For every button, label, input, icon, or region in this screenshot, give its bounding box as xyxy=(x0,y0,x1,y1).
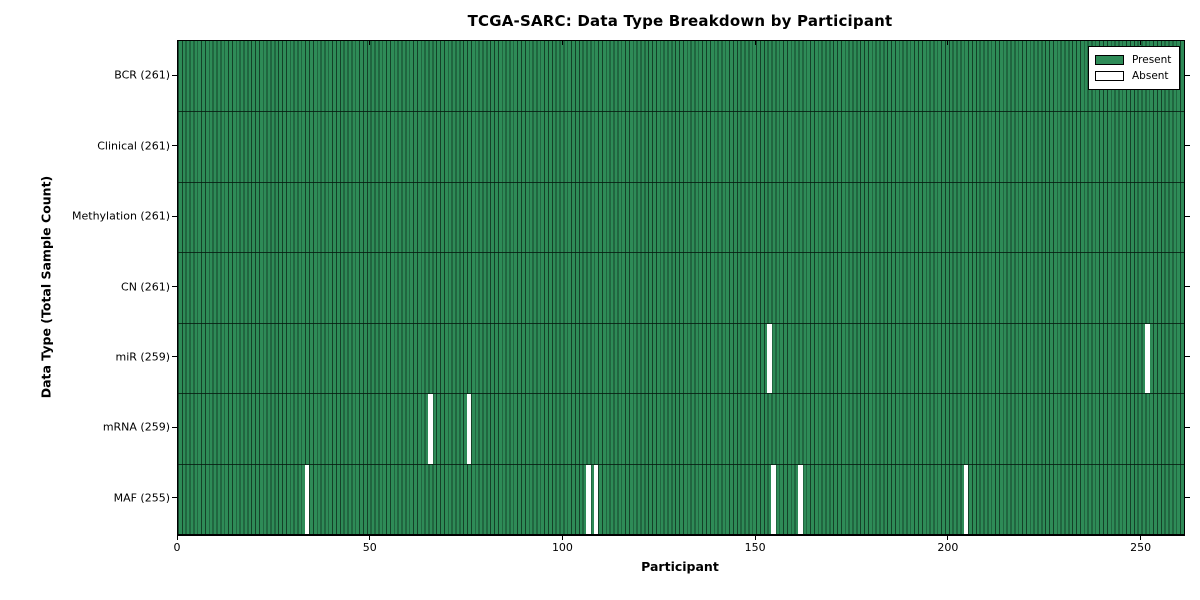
left-tick-mark xyxy=(172,356,177,358)
left-tick-mark xyxy=(172,215,177,217)
right-tick-mark xyxy=(1185,286,1190,287)
absent-gap-maf-106 xyxy=(586,464,591,534)
y-axis-label: Data Type (Total Sample Count) xyxy=(38,175,54,399)
x-tick-label-0: 0 xyxy=(173,541,181,554)
right-tick-mark xyxy=(1185,215,1190,217)
x-tick-mark-bottom xyxy=(176,535,178,540)
x-tick-mark-bottom xyxy=(754,535,756,540)
right-tick-mark xyxy=(1185,74,1190,76)
present-swatch xyxy=(1095,55,1124,65)
x-tick-label-250: 250 xyxy=(1130,541,1152,554)
y-tick-label-bcr: BCR (261) xyxy=(114,68,170,82)
absent-gap-maf-161 xyxy=(798,464,803,534)
x-tick-mark-top xyxy=(754,40,756,45)
x-tick-mark-bottom xyxy=(1140,535,1142,540)
left-tick-mark xyxy=(172,145,177,147)
y-tick-label-mir: miR (259) xyxy=(115,350,171,364)
right-tick-mark xyxy=(1185,497,1190,499)
right-tick-mark xyxy=(1185,145,1190,147)
absent-swatch xyxy=(1095,71,1124,81)
plot-area: Present Absent xyxy=(177,40,1185,536)
legend-entry-absent: Absent xyxy=(1095,68,1173,84)
left-tick-mark xyxy=(172,286,177,287)
x-tick-label-50: 50 xyxy=(362,541,377,554)
x-tick-mark-bottom xyxy=(561,535,563,540)
y-tick-label-cn: CN (261) xyxy=(121,280,170,293)
y-tick-label-methylation: Methylation (261) xyxy=(72,209,170,223)
heatmap-row-methylation xyxy=(178,181,1184,253)
x-tick-mark-bottom xyxy=(947,535,949,540)
x-tick-mark-top xyxy=(1140,40,1142,45)
absent-gap-mrna-65 xyxy=(428,394,433,464)
heatmap-row-cn xyxy=(178,252,1184,323)
x-tick-label-150: 150 xyxy=(744,541,766,554)
left-tick-mark xyxy=(172,74,177,76)
x-tick-label-100: 100 xyxy=(551,541,573,554)
y-tick-label-clinical: Clinical (261) xyxy=(97,139,170,153)
y-tick-label-maf: MAF (255) xyxy=(113,491,170,505)
right-tick-mark xyxy=(1185,356,1190,358)
legend-entry-present: Present xyxy=(1095,52,1173,68)
x-tick-mark-top xyxy=(176,40,178,45)
x-tick-mark-top xyxy=(947,40,949,45)
heatmap-row-mir xyxy=(178,322,1184,394)
left-tick-mark xyxy=(172,497,177,499)
legend-absent-label: Absent xyxy=(1132,70,1169,82)
heatmap-row-maf xyxy=(178,463,1184,534)
legend: Present Absent xyxy=(1088,46,1180,90)
absent-gap-maf-33 xyxy=(304,464,310,534)
x-tick-mark-bottom xyxy=(369,535,371,540)
x-tick-mark-top xyxy=(369,40,371,45)
y-tick-label-mrna: mRNA (259) xyxy=(102,420,170,434)
x-tick-label-200: 200 xyxy=(937,541,959,554)
absent-gap-maf-154 xyxy=(771,464,776,534)
absent-gap-mrna-75 xyxy=(466,394,472,464)
heatmap-row-bcr xyxy=(178,41,1184,112)
absent-gap-maf-204 xyxy=(963,464,969,534)
left-tick-mark xyxy=(172,426,177,428)
right-tick-mark xyxy=(1185,426,1190,428)
heatmap-row-mrna xyxy=(178,393,1184,464)
chart-title: TCGA-SARC: Data Type Breakdown by Partic… xyxy=(467,12,893,30)
legend-present-label: Present xyxy=(1132,54,1172,66)
absent-gap-mir-251 xyxy=(1145,323,1150,394)
x-axis-label: Participant xyxy=(641,559,719,574)
heatmap-row-clinical xyxy=(178,111,1184,182)
absent-gap-mir-153 xyxy=(767,323,772,394)
x-tick-mark-top xyxy=(561,40,563,45)
absent-gap-maf-108 xyxy=(593,464,599,534)
